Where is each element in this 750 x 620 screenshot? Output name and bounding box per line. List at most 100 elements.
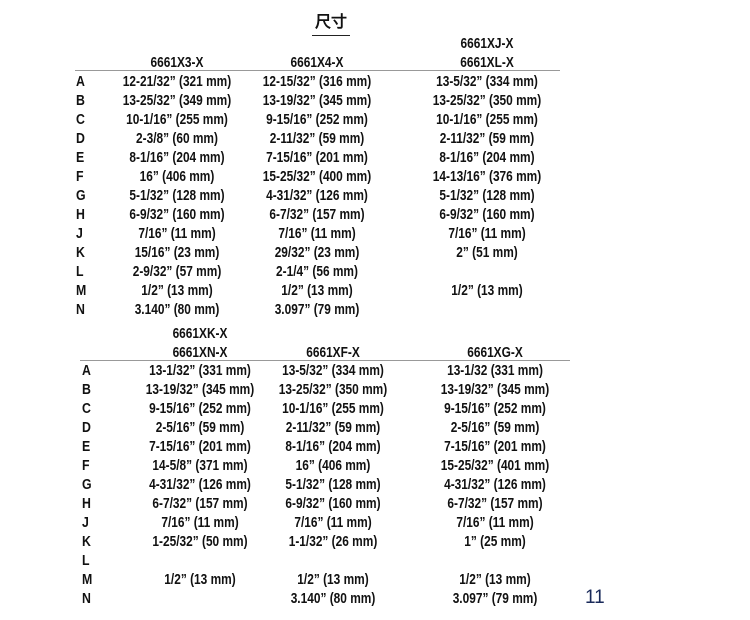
page-title: 尺寸 <box>312 8 350 36</box>
row-label: D <box>76 131 85 147</box>
table-cell: 13-19/32” (345 mm) <box>262 93 372 109</box>
table-cell: 15/16” (23 mm) <box>134 245 220 261</box>
table-cell: 13-25/32” (350 mm) <box>432 93 542 109</box>
table-cell: 6-7/32” (157 mm) <box>269 207 365 223</box>
column-header: 6661X4-X <box>290 55 344 71</box>
table-cell: 10-1/16” (255 mm) <box>436 112 538 128</box>
table-cell: 15-25/32” (400 mm) <box>262 169 372 185</box>
table-cell: 14-13/16” (376 mm) <box>432 169 542 185</box>
table-cell: 8-1/16” (204 mm) <box>129 150 225 166</box>
table-cell: 15-25/32” (401 mm) <box>440 458 550 474</box>
row-label: K <box>76 245 85 261</box>
table-cell: 7-15/16” (201 mm) <box>149 439 251 455</box>
row-label: C <box>76 112 85 128</box>
table-cell: 2” (51 mm) <box>456 245 518 261</box>
row-label: J <box>76 226 83 242</box>
row-label: M <box>76 283 87 299</box>
column-header: 6661XG-X <box>467 345 523 361</box>
row-label: N <box>76 302 85 318</box>
table-cell: 3.140” (80 mm) <box>290 591 376 607</box>
row-label: B <box>82 382 91 398</box>
column-header: 6661XK-X <box>172 326 228 342</box>
table-cell: 7/16” (11 mm) <box>278 226 356 242</box>
row-label: E <box>82 439 91 455</box>
table-cell: 16” (406 mm) <box>295 458 371 474</box>
column-header: 6661XL-X <box>460 55 514 71</box>
table-cell: 4-31/32” (126 mm) <box>149 477 251 493</box>
table-cell: 2-9/32” (57 mm) <box>132 264 222 280</box>
table-cell: 1/2” (13 mm) <box>164 572 236 588</box>
table-cell: 3.140” (80 mm) <box>134 302 220 318</box>
table-cell: 6-7/32” (157 mm) <box>447 496 543 512</box>
table-cell: 2-3/8” (60 mm) <box>136 131 218 147</box>
table-cell: 6-9/32” (160 mm) <box>439 207 535 223</box>
table-cell: 13-1/32” (331 mm) <box>149 363 251 379</box>
row-label: H <box>76 207 85 223</box>
table-cell: 1/2” (13 mm) <box>141 283 213 299</box>
table-cell: 9-15/16” (252 mm) <box>266 112 368 128</box>
table-cell: 9-15/16” (252 mm) <box>149 401 251 417</box>
table-cell: 7/16” (11 mm) <box>294 515 372 531</box>
row-label: C <box>82 401 91 417</box>
table-cell: 7/16” (11 mm) <box>138 226 216 242</box>
table-cell: 1-1/32” (26 mm) <box>288 534 378 550</box>
table-cell: 13-5/32” (334 mm) <box>282 363 384 379</box>
table-cell: 2-11/32” (59 mm) <box>269 131 365 147</box>
row-label: G <box>82 477 92 493</box>
table-cell: 5-1/32” (128 mm) <box>129 188 225 204</box>
table-cell: 13-1/32 (331 mm) <box>447 363 543 379</box>
row-label: F <box>76 169 84 185</box>
table-cell: 6-9/32” (160 mm) <box>129 207 225 223</box>
table-cell: 16” (406 mm) <box>139 169 215 185</box>
column-header: 6661X3-X <box>150 55 204 71</box>
table-cell: 4-31/32” (126 mm) <box>444 477 546 493</box>
table-cell: 5-1/32” (128 mm) <box>439 188 535 204</box>
table-cell: 13-19/32” (345 mm) <box>440 382 550 398</box>
table-cell: 9-15/16” (252 mm) <box>444 401 546 417</box>
row-label: B <box>76 93 85 109</box>
row-label: L <box>82 553 90 569</box>
table-cell: 1/2” (13 mm) <box>459 572 531 588</box>
table-cell: 12-21/32” (321 mm) <box>122 74 232 90</box>
column-header: 6661XJ-X <box>460 36 514 52</box>
table-cell: 3.097” (79 mm) <box>274 302 360 318</box>
table-cell: 2-5/16” (59 mm) <box>450 420 540 436</box>
table-cell: 1/2” (13 mm) <box>281 283 353 299</box>
row-label: K <box>82 534 91 550</box>
table-cell: 7/16” (11 mm) <box>448 226 526 242</box>
row-label: J <box>82 515 89 531</box>
table-cell: 12-15/32” (316 mm) <box>262 74 372 90</box>
table-cell: 7/16” (11 mm) <box>456 515 534 531</box>
table-cell: 4-31/32” (126 mm) <box>266 188 368 204</box>
table-cell: 13-5/32” (334 mm) <box>436 74 538 90</box>
table-cell: 1-25/32” (50 mm) <box>152 534 248 550</box>
column-header: 6661XF-X <box>306 345 360 361</box>
page-number: 11 <box>585 587 605 608</box>
table-cell: 8-1/16” (204 mm) <box>285 439 381 455</box>
table-cell: 7/16” (11 mm) <box>161 515 239 531</box>
table-cell: 13-25/32” (349 mm) <box>122 93 232 109</box>
table-cell: 14-5/8” (371 mm) <box>152 458 248 474</box>
header-divider <box>80 360 570 361</box>
table-cell: 5-1/32” (128 mm) <box>285 477 381 493</box>
table-cell: 13-19/32” (345 mm) <box>145 382 255 398</box>
row-label: A <box>82 363 91 379</box>
row-label: L <box>76 264 84 280</box>
table-cell: 7-15/16” (201 mm) <box>266 150 368 166</box>
row-label: E <box>76 150 85 166</box>
table-cell: 2-5/16” (59 mm) <box>155 420 245 436</box>
table-cell: 10-1/16” (255 mm) <box>126 112 228 128</box>
table-cell: 29/32” (23 mm) <box>274 245 360 261</box>
table-cell: 6-7/32” (157 mm) <box>152 496 248 512</box>
table-cell: 1/2” (13 mm) <box>451 283 523 299</box>
row-label: H <box>82 496 91 512</box>
table-cell: 1” (25 mm) <box>464 534 526 550</box>
row-label: A <box>76 74 85 90</box>
table-cell: 2-11/32” (59 mm) <box>285 420 381 436</box>
row-label: F <box>82 458 90 474</box>
table-cell: 2-11/32” (59 mm) <box>439 131 535 147</box>
row-label: G <box>76 188 86 204</box>
table-cell: 2-1/4” (56 mm) <box>276 264 358 280</box>
table-cell: 13-25/32” (350 mm) <box>278 382 388 398</box>
table-cell: 8-1/16” (204 mm) <box>439 150 535 166</box>
